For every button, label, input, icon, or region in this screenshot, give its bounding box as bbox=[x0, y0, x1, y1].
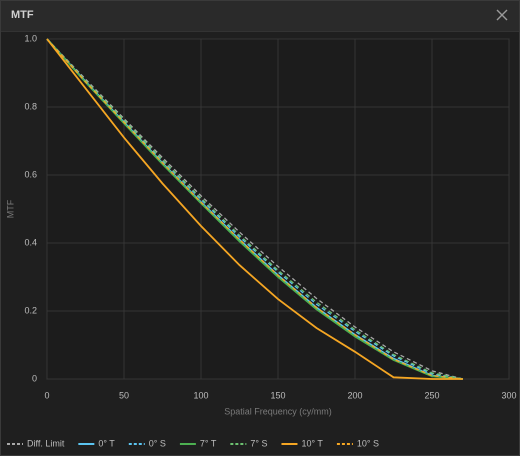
legend-label: 10° S bbox=[357, 438, 379, 448]
x-tick-label: 150 bbox=[270, 390, 285, 400]
legend-label: 0° S bbox=[149, 438, 166, 448]
y-tick-label: 1.0 bbox=[24, 33, 37, 43]
series-line bbox=[46, 38, 463, 380]
x-tick-label: 200 bbox=[347, 390, 362, 400]
legend-label: 10° T bbox=[301, 438, 323, 448]
legend-label: 7° S bbox=[250, 438, 267, 448]
series-line bbox=[46, 38, 463, 380]
chart: 0 0.2 0.4 0.6 0.8 1.0 0 50 100 150 200 250 300 Spatia… bbox=[5, 33, 516, 448]
legend-label: Diff. Limit bbox=[27, 438, 65, 448]
series-line bbox=[46, 38, 463, 380]
x-tick-label: 250 bbox=[424, 390, 439, 400]
y-tick-label: 0.8 bbox=[24, 101, 37, 111]
x-tick-label: 300 bbox=[501, 390, 516, 400]
legend-label: 0° T bbox=[98, 438, 115, 448]
x-axis-label: Spatial Frequency (cy/mm) bbox=[224, 406, 332, 416]
x-tick-label: 100 bbox=[193, 390, 208, 400]
series-line bbox=[46, 38, 463, 380]
series-line bbox=[46, 38, 463, 380]
legend-label: 7° T bbox=[200, 438, 217, 448]
y-tick-label: 0.4 bbox=[24, 237, 37, 247]
y-tick-label: 0.6 bbox=[24, 169, 37, 179]
y-tick-label: 0 bbox=[32, 373, 37, 383]
y-axis-label: MTF bbox=[5, 199, 15, 218]
close-button[interactable] bbox=[493, 6, 511, 24]
x-tick-label: 0 bbox=[44, 390, 49, 400]
window-title: MTF bbox=[11, 9, 34, 21]
series-line bbox=[46, 38, 463, 380]
y-tick-label: 0.2 bbox=[24, 305, 37, 315]
title-bar: MTF bbox=[1, 1, 519, 32]
x-tick-label: 50 bbox=[119, 390, 129, 400]
